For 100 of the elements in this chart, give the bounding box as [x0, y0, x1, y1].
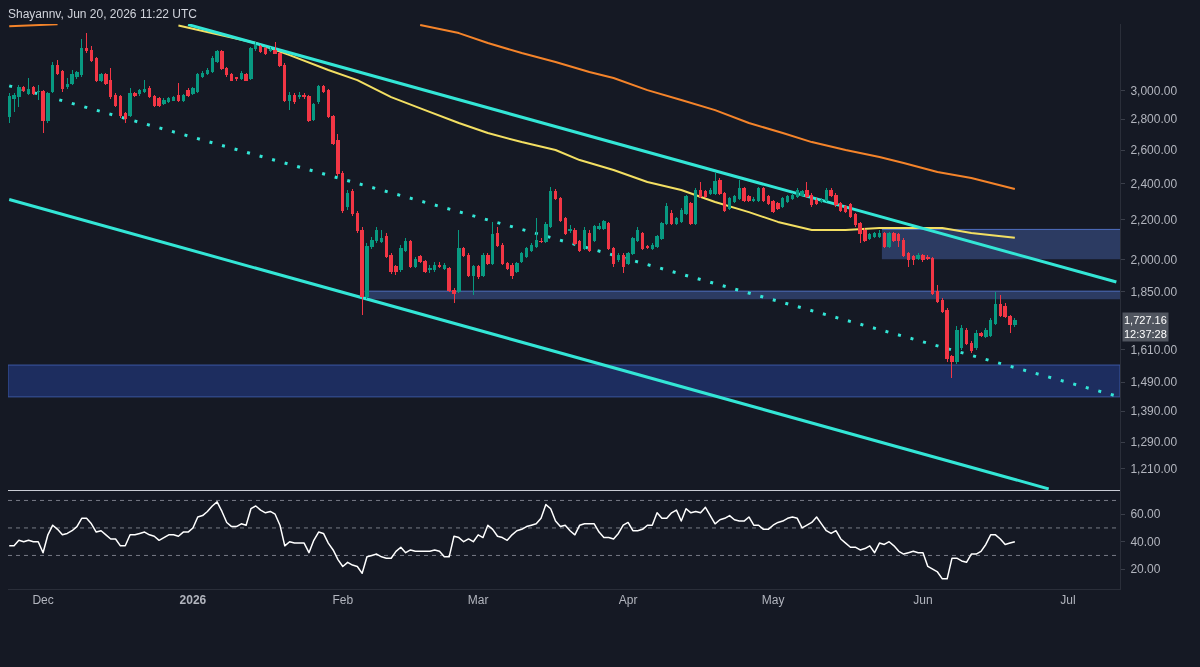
candlestick	[737, 179, 741, 201]
candlestick	[99, 72, 103, 83]
candlestick	[906, 251, 911, 268]
candlestick	[437, 261, 442, 269]
candlestick	[781, 196, 785, 209]
candlestick	[911, 254, 915, 266]
candlestick	[877, 229, 882, 239]
candlestick	[645, 244, 650, 250]
candlestick	[22, 87, 26, 93]
candlestick	[457, 229, 461, 294]
x-tick-label: May	[761, 593, 785, 608]
candlestick	[345, 189, 350, 211]
candlestick	[534, 217, 538, 249]
candlestick	[491, 221, 495, 266]
candlestick	[824, 187, 828, 203]
candlestick	[41, 89, 45, 134]
candlestick	[587, 229, 592, 253]
candlestick	[901, 237, 906, 258]
candlestick	[55, 59, 60, 76]
candlestick	[887, 231, 891, 249]
y-tick-label: 2,200.00	[1130, 212, 1178, 227]
x-tick-label: 2026	[179, 593, 207, 608]
candlestick	[142, 79, 147, 93]
x-tick-label: Feb	[332, 593, 354, 608]
chart-title: Shayannv, Jun 20, 2026 11:22 UTC	[8, 7, 198, 22]
candlestick	[36, 84, 40, 101]
candlestick	[520, 251, 524, 264]
candlestick	[186, 87, 190, 98]
candlestick	[694, 187, 698, 226]
candlestick	[316, 84, 321, 105]
candlestick	[495, 226, 500, 248]
y-tick-label: 1,390.00	[1130, 404, 1178, 419]
candlestick	[432, 261, 437, 273]
x-tick-label: Mar	[467, 593, 489, 608]
candlestick	[239, 70, 243, 81]
y-tick-label: 3,000.00	[1130, 83, 1178, 98]
candlestick	[476, 264, 480, 280]
y-tick-label: 1,290.00	[1130, 435, 1178, 450]
candlestick	[65, 77, 69, 90]
text: 1,727.16 12:37:28	[1124, 314, 1167, 341]
candlestick	[916, 252, 920, 261]
candlestick	[539, 237, 543, 244]
candlestick	[181, 93, 185, 103]
y-tick-label: 1,850.00	[1130, 285, 1178, 300]
candlestick	[51, 61, 55, 94]
x-tick-label: Apr	[618, 593, 638, 608]
candlestick	[698, 181, 703, 199]
candlestick	[616, 252, 621, 263]
candlestick	[553, 188, 558, 201]
candlestick	[60, 69, 65, 93]
candlestick	[998, 294, 1003, 318]
candlestick	[703, 189, 708, 199]
candlestick	[814, 197, 819, 206]
candlestick	[756, 186, 761, 203]
candlestick	[727, 196, 732, 211]
candlestick	[46, 91, 50, 124]
candlestick	[568, 224, 572, 234]
y-tick-label: 1,490.00	[1130, 375, 1178, 390]
candlestick	[868, 232, 872, 241]
candlestick	[413, 256, 418, 269]
y-tick-label: 2,600.00	[1130, 143, 1178, 158]
candlestick	[176, 82, 181, 103]
candlestick	[882, 231, 886, 249]
candlestick	[761, 186, 766, 203]
candlestick	[964, 327, 969, 346]
x-tick-label: Jul	[1060, 593, 1076, 608]
candlestick	[500, 242, 505, 266]
candlestick	[515, 261, 519, 274]
y-tick-label: 2,000.00	[1130, 252, 1178, 267]
candlestick	[621, 252, 625, 274]
candlestick	[263, 46, 268, 56]
candlestick	[258, 44, 263, 54]
candlestick	[171, 95, 176, 101]
candlestick	[26, 77, 31, 96]
y-tick-label: 60.00	[1130, 507, 1161, 522]
y-tick-label: 2,400.00	[1130, 176, 1178, 191]
x-tick-label: Jun	[913, 593, 933, 608]
candlestick	[312, 102, 316, 122]
line-series	[177, 24, 1016, 239]
candlestick	[31, 85, 36, 96]
candlestick	[471, 264, 476, 296]
y-tick-label: 20.00	[1130, 562, 1161, 577]
candlestick	[486, 252, 490, 266]
candlestick	[84, 32, 89, 54]
candlestick	[669, 209, 674, 226]
candlestick	[292, 92, 297, 105]
y-tick-label: 2,800.00	[1130, 112, 1178, 127]
candlestick	[481, 252, 485, 278]
candlestick	[790, 192, 795, 201]
candlestick	[442, 262, 447, 271]
candlestick	[974, 329, 978, 351]
y-tick-label: 40.00	[1130, 534, 1161, 549]
candlestick	[128, 87, 132, 118]
candlestick	[785, 194, 790, 204]
candlestick	[118, 94, 123, 119]
line-series	[8, 501, 1016, 580]
y-tick-label: 1,610.00	[1130, 342, 1178, 357]
candlestick	[689, 201, 693, 226]
candlestick	[843, 204, 848, 214]
y-tick-label: 1,210.00	[1130, 462, 1178, 476]
